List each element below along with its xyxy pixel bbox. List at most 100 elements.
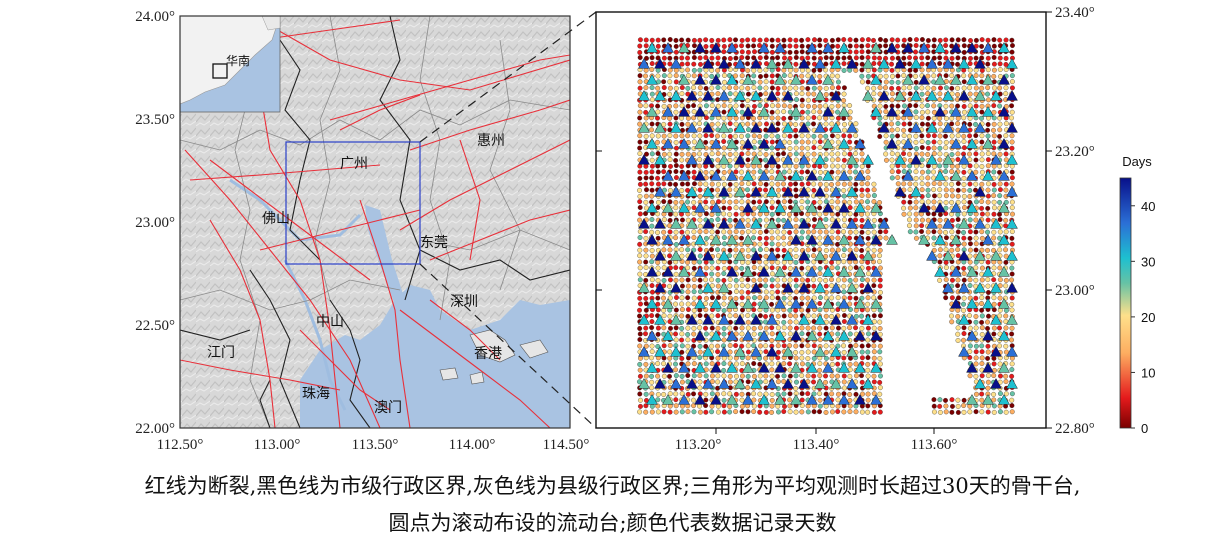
mobile-station-dot (691, 109, 697, 115)
backbone-station-triangle (830, 249, 842, 261)
backbone-station-triangle (766, 345, 778, 357)
mobile-station-dot (661, 409, 667, 415)
mobile-station-dot (643, 235, 649, 241)
backbone-station-triangle (846, 185, 858, 197)
mobile-station-dot (691, 73, 697, 79)
mobile-station-dot (943, 145, 949, 151)
backbone-station-triangle (638, 89, 650, 101)
mobile-station-dot (685, 337, 691, 343)
mobile-station-dot (859, 277, 865, 283)
mobile-station-dot (746, 127, 751, 133)
mobile-station-dot (931, 199, 937, 205)
mobile-station-dot (655, 265, 661, 271)
mobile-station-dot (661, 373, 667, 379)
mobile-station-dot (757, 343, 763, 349)
backbone-station-triangle (1006, 345, 1018, 357)
mobile-station-dot (763, 283, 769, 289)
backbone-station-triangle (654, 185, 666, 197)
mobile-station-dot (758, 181, 763, 187)
mobile-station-dot (811, 139, 817, 145)
mobile-station-dot (655, 361, 661, 367)
mobile-station-dot (931, 235, 937, 241)
lat-tick-label: 23.00° (135, 215, 175, 231)
backbone-station-triangle (966, 41, 978, 53)
mobile-station-dot (805, 391, 811, 397)
mobile-station-dot (637, 115, 643, 121)
mobile-station-dot (661, 37, 667, 43)
mobile-station-dot (691, 55, 697, 61)
mobile-station-dot (763, 349, 769, 355)
mobile-station-dot (703, 85, 709, 91)
mobile-station-dot (649, 163, 655, 169)
mobile-station-dot (967, 61, 973, 67)
mobile-station-dot (883, 109, 889, 115)
mobile-station-dot (841, 211, 847, 217)
mobile-station-dot (859, 163, 865, 169)
mobile-station-dot (931, 181, 937, 186)
mobile-station-dot (781, 277, 787, 283)
mobile-station-dot (715, 355, 721, 361)
mobile-station-dot (973, 85, 979, 91)
mobile-station-dot (649, 85, 655, 91)
mobile-station-dot (991, 73, 997, 79)
mobile-station-dot (823, 355, 829, 361)
mobile-station-dot (734, 373, 739, 379)
mobile-station-dot (793, 145, 799, 151)
mobile-station-dot (955, 193, 961, 199)
mobile-station-dot (805, 229, 811, 235)
mobile-station-dot (931, 43, 937, 49)
backbone-station-triangle (638, 313, 650, 325)
mobile-station-dot (853, 121, 859, 127)
backbone-station-triangle (662, 233, 674, 245)
mobile-station-dot (721, 115, 727, 121)
mobile-station-dot (823, 181, 829, 187)
mobile-station-dot (895, 79, 901, 85)
backbone-station-triangle (702, 185, 714, 197)
mobile-station-dot (679, 103, 685, 109)
mobile-station-dot (643, 85, 649, 91)
mobile-station-dot (973, 181, 979, 187)
mobile-station-dot (769, 235, 775, 241)
mobile-station-dot (691, 43, 697, 49)
mobile-station-dot (739, 151, 745, 157)
mobile-station-dot (637, 271, 643, 277)
mobile-station-dot (739, 361, 745, 367)
mobile-station-dot (637, 139, 643, 145)
mobile-station-dot (871, 349, 877, 355)
faults (180, 19, 570, 428)
backbone-station-triangle (782, 153, 794, 165)
mobile-station-dot (811, 109, 817, 115)
mobile-station-dot (955, 259, 961, 265)
mobile-station-dot (799, 103, 805, 109)
mobile-station-dot (847, 169, 853, 175)
backbone-station-triangle (710, 393, 722, 405)
mobile-station-dot (661, 265, 667, 271)
mobile-station-dot (823, 283, 829, 289)
mobile-station-dot (727, 409, 733, 415)
mobile-station-dot (703, 361, 709, 367)
backbone-station-triangle (742, 361, 754, 373)
mobile-station-dot (877, 355, 883, 361)
mobile-station-dot (769, 283, 775, 289)
mobile-station-dot (637, 391, 643, 397)
backbone-station-triangle (998, 137, 1010, 149)
backbone-station-triangle (870, 41, 882, 53)
mobile-station-dot (655, 85, 661, 91)
mobile-station-dot (751, 211, 757, 217)
mobile-station-dot (997, 265, 1003, 271)
backbone-station-triangle (742, 297, 754, 309)
backbone-station-triangle (654, 57, 666, 69)
mobile-station-dot (781, 37, 787, 43)
mobile-station-dot (943, 133, 949, 139)
mobile-station-dot (649, 181, 655, 187)
mobile-station-dot (793, 121, 799, 127)
mobile-station-dot (967, 91, 973, 97)
mobile-station-dot (739, 205, 745, 211)
mobile-station-dot (907, 85, 913, 91)
backbone-station-triangle (870, 297, 882, 309)
mobile-station-dot (817, 241, 823, 247)
mobile-station-dot (721, 169, 727, 175)
mobile-station-dot (751, 139, 757, 145)
mobile-station-dot (841, 319, 847, 324)
backbone-station-triangle (870, 329, 882, 341)
